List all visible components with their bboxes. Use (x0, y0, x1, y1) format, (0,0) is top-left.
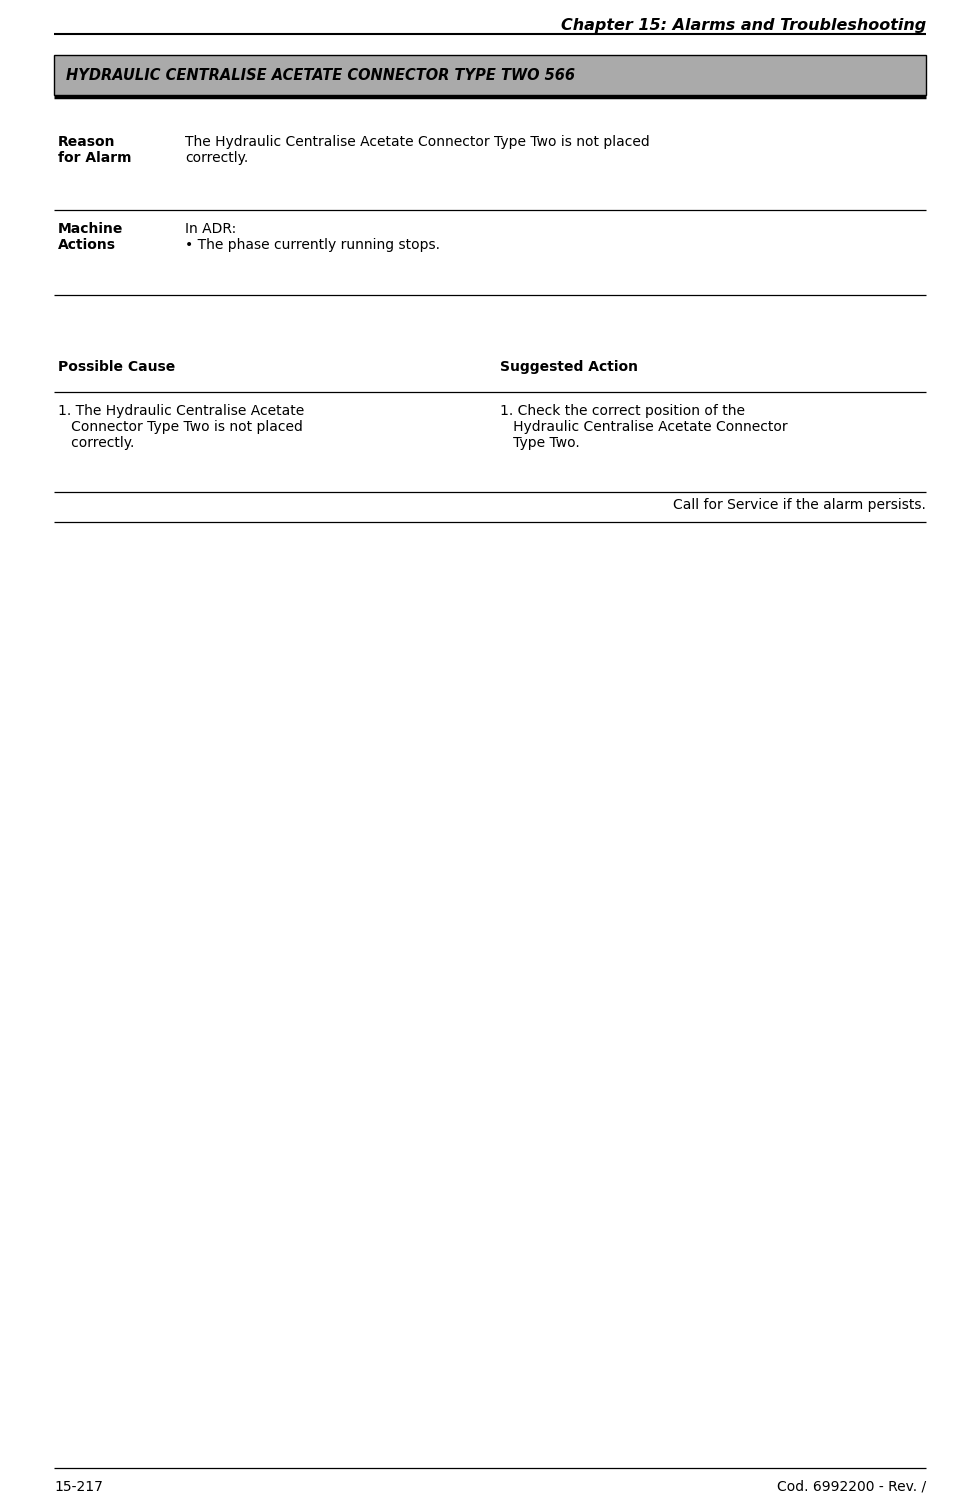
Text: Chapter 15: Alarms and Troubleshooting: Chapter 15: Alarms and Troubleshooting (561, 18, 926, 33)
Text: Machine
Actions: Machine Actions (58, 223, 123, 253)
FancyBboxPatch shape (54, 56, 926, 95)
Text: 1. The Hydraulic Centralise Acetate
   Connector Type Two is not placed
   corre: 1. The Hydraulic Centralise Acetate Conn… (58, 405, 304, 450)
Text: Possible Cause: Possible Cause (58, 359, 175, 374)
Text: Call for Service if the alarm persists.: Call for Service if the alarm persists. (673, 498, 926, 511)
Text: 1. Check the correct position of the
   Hydraulic Centralise Acetate Connector
 : 1. Check the correct position of the Hyd… (500, 405, 788, 450)
Text: 15-217: 15-217 (54, 1480, 103, 1493)
Text: The Hydraulic Centralise Acetate Connector Type Two is not placed
correctly.: The Hydraulic Centralise Acetate Connect… (185, 135, 650, 165)
Text: Reason
for Alarm: Reason for Alarm (58, 135, 131, 165)
Text: HYDRAULIC CENTRALISE ACETATE CONNECTOR TYPE TWO 566: HYDRAULIC CENTRALISE ACETATE CONNECTOR T… (66, 68, 575, 83)
Text: Suggested Action: Suggested Action (500, 359, 638, 374)
Text: Cod. 6992200 - Rev. /: Cod. 6992200 - Rev. / (777, 1480, 926, 1493)
Text: In ADR:
• The phase currently running stops.: In ADR: • The phase currently running st… (185, 223, 440, 253)
